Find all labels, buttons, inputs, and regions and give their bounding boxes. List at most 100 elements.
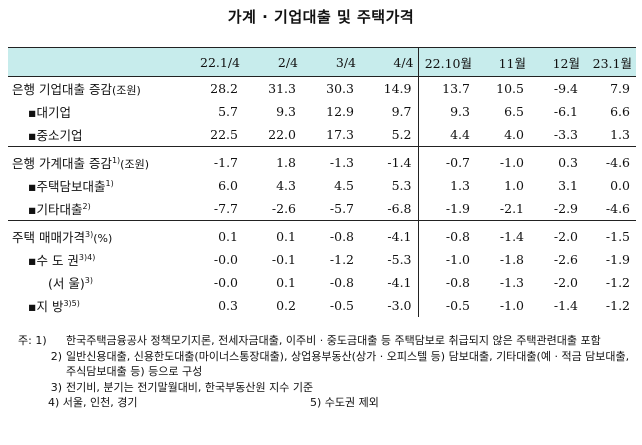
table-cell: 22.5: [186, 123, 244, 147]
table-cell: -6.8: [360, 197, 418, 221]
table-row: (서 울)3) -0.0 0.1 -0.8 -4.1 -0.8 -1.3 -2.0 -1.2: [8, 271, 636, 294]
table-cell: -2.0: [553, 229, 578, 244]
row-label: 은행 가계대출 증감1)(조원): [8, 147, 186, 175]
table-row: ▪기타대출2) -7.7 -2.6 -5.7 -6.8 -1.9 -2.1 -2.9 -4.6: [8, 197, 636, 221]
table-cell: -5.7: [302, 197, 360, 221]
table-cell: -6.1: [553, 104, 578, 119]
table-cell: 17.3: [302, 123, 360, 147]
row-footnote-ref: 3): [84, 229, 94, 239]
row-footnote-ref: 1): [105, 178, 114, 188]
row-label: 은행 기업대출 증감(조원): [8, 77, 186, 101]
table-cell: -1.2: [329, 252, 354, 267]
table-row: ▪수 도 권3)4) -0.0 -0.1 -1.2 -5.3 -1.0 -1.8 -2.6 -1…: [8, 248, 636, 271]
table-row: 은행 가계대출 증감1)(조원) -1.7 1.8 -1.3 -1.4 -0.7 -1.0 0…: [8, 146, 636, 175]
column-header: 23.1월: [584, 47, 636, 77]
row-label-text: ▪대기업: [28, 105, 71, 120]
table-cell: -1.0: [499, 155, 524, 170]
table-cell: 13.7: [417, 76, 476, 100]
table-title: 가계 · 기업대출 및 주택가격: [227, 8, 415, 26]
table-cell: 6.0: [218, 178, 238, 193]
table-cell: 1.3: [584, 123, 636, 147]
footnote-text: 한국주택금융공사 정책모기지론, 전세자금대출, 이주비 · 중도금대출 등 주…: [66, 334, 601, 347]
footnote-4-5: 4) 서울, 인천, 경기 5) 수도권 제외: [18, 395, 638, 411]
table-cell: -1.2: [605, 298, 630, 313]
table-cell: -9.4: [553, 81, 578, 96]
table-cell: 30.3: [326, 81, 354, 96]
table-cell: -4.6: [605, 155, 630, 170]
table-row: ▪중소기업 22.5 22.0 17.3 5.2 4.4 4.0 -3.3 1.3: [8, 123, 636, 147]
table-cell: -1.8: [499, 252, 524, 267]
footnote-text: 전기비, 분기는 전기말월대비, 한국부동산원 지수 기준: [66, 380, 314, 394]
footnote-key: 주: 1): [18, 334, 47, 347]
table-cell: -2.0: [553, 275, 578, 290]
row-label: ▪수 도 권3)4): [8, 248, 186, 271]
column-header: 3/4: [302, 47, 360, 77]
table-cell: 3.1: [558, 178, 578, 193]
table-cell: -0.8: [417, 220, 476, 248]
table-cell: 22.0: [244, 123, 302, 147]
table-cell: -2.9: [530, 197, 584, 221]
footnote-3: 3) 전기비, 분기는 전기말월대비, 한국부동산원 지수 기준: [18, 380, 638, 396]
row-label-text: ▪수 도 권: [28, 253, 79, 268]
table-cell: 5.7: [218, 104, 238, 119]
table-cell: 5.2: [360, 123, 418, 147]
table-cell: 5.3: [391, 178, 412, 193]
row-label: ▪중소기업: [8, 123, 186, 147]
row-label: 주택 매매가격3)(%): [8, 221, 186, 249]
row-unit: (조원): [111, 84, 141, 97]
table-cell: -1.9: [417, 197, 476, 221]
table-cell: -1.3: [499, 275, 524, 290]
table-cell: -1.3: [329, 155, 354, 170]
table-cell: 9.3: [276, 104, 296, 119]
table-cell: 4.3: [276, 178, 296, 193]
table-cell: 1.0: [504, 178, 524, 193]
row-label-text: (서 울): [48, 276, 85, 291]
footnotes: 주: 1) 한국주택금융공사 정책모기지론, 전세자금대출, 이주비 · 중도금…: [18, 333, 638, 411]
header-corner: [8, 47, 186, 77]
table-cell: -0.8: [329, 229, 354, 244]
table-cell: -1.0: [417, 248, 476, 271]
table-cell: 4.0: [476, 123, 530, 147]
column-header: 22.10월: [417, 47, 476, 77]
table-cell: -1.0: [499, 298, 524, 313]
table-cell: -4.6: [584, 197, 636, 221]
footnote-1: 주: 1) 한국주택금융공사 정책모기지론, 전세자금대출, 이주비 · 중도금…: [18, 333, 638, 349]
table-cell: -1.4: [387, 155, 412, 170]
row-label-text: ▪기타대출: [28, 202, 83, 217]
column-header: 12월: [530, 47, 584, 77]
table-cell: 10.5: [496, 81, 524, 96]
table-cell: -2.6: [553, 252, 578, 267]
header-row: 22.1/4 2/4 3/4 4/4 22.10월 11월 12월 23.1월: [8, 47, 636, 77]
row-label-text: 은행 기업대출 증감: [12, 82, 112, 97]
footnote-key: 2): [50, 349, 62, 363]
table-cell: 0.1: [276, 275, 296, 290]
row-label: ▪대기업: [8, 100, 186, 123]
table-cell: 6.5: [504, 104, 524, 119]
column-header: 11월: [476, 47, 530, 77]
table-cell: -0.8: [417, 271, 476, 294]
table-cell: -1.9: [605, 252, 630, 267]
table-cell: 4.5: [334, 178, 354, 193]
table-cell: 9.3: [417, 100, 476, 123]
footnote-4: 4) 서울, 인천, 경기: [48, 396, 138, 409]
table-cell: -0.1: [271, 252, 296, 267]
table-cell: -4.1: [387, 229, 412, 244]
column-header: 4/4: [360, 47, 418, 77]
table-row: ▪주택담보대출1) 6.0 4.3 4.5 5.3 1.3 1.0 3.1 0.0: [8, 174, 636, 197]
row-unit: (%): [93, 232, 113, 245]
table-cell: 14.9: [383, 81, 412, 96]
row-label-text: 주택 매매가격: [12, 230, 85, 245]
column-header: 22.1/4: [186, 47, 244, 77]
table-cell: 9.7: [391, 104, 412, 119]
table-cell: 0.3: [218, 298, 238, 313]
table-cell: 1.3: [417, 174, 476, 197]
table-cell: -1.7: [213, 155, 238, 170]
table-cell: -7.7: [186, 197, 244, 221]
row-label: ▪주택담보대출1): [8, 174, 186, 197]
data-table: 22.1/4 2/4 3/4 4/4 22.10월 11월 12월 23.1월 …: [8, 47, 636, 317]
table-cell: 7.9: [610, 81, 630, 96]
table-row: ▪지 방3)5) 0.3 0.2 -0.5 -3.0 -0.5 -1.0 -1.4 -1.2: [8, 294, 636, 317]
table-cell: 12.9: [326, 104, 354, 119]
table-cell: -1.5: [605, 229, 630, 244]
table-row: ▪대기업 5.7 9.3 12.9 9.7 9.3 6.5 -6.1 6.6: [8, 100, 636, 123]
